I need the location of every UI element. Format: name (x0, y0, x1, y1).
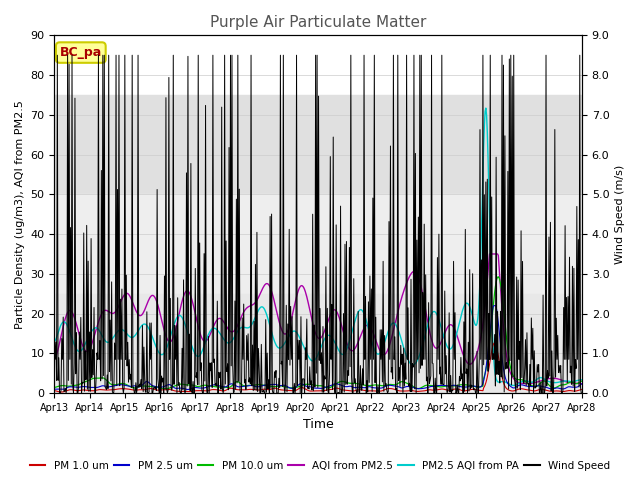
Bar (54, 36, 582, 95)
X-axis label: Time: Time (303, 419, 333, 432)
Bar (54, 294, 582, 393)
Text: BC_pa: BC_pa (60, 46, 102, 59)
Y-axis label: Particle Density (ug/m3), AQI from PM2.5: Particle Density (ug/m3), AQI from PM2.5 (15, 100, 25, 329)
Title: Purple Air Particulate Matter: Purple Air Particulate Matter (210, 15, 426, 30)
Legend: PM 1.0 um, PM 2.5 um, PM 10.0 um, AQI from PM2.5, PM2.5 AQI from PA, Wind Speed: PM 1.0 um, PM 2.5 um, PM 10.0 um, AQI fr… (26, 456, 614, 475)
Bar (54, 95, 582, 194)
Bar (54, 194, 582, 294)
Y-axis label: Wind Speed (m/s): Wind Speed (m/s) (615, 165, 625, 264)
